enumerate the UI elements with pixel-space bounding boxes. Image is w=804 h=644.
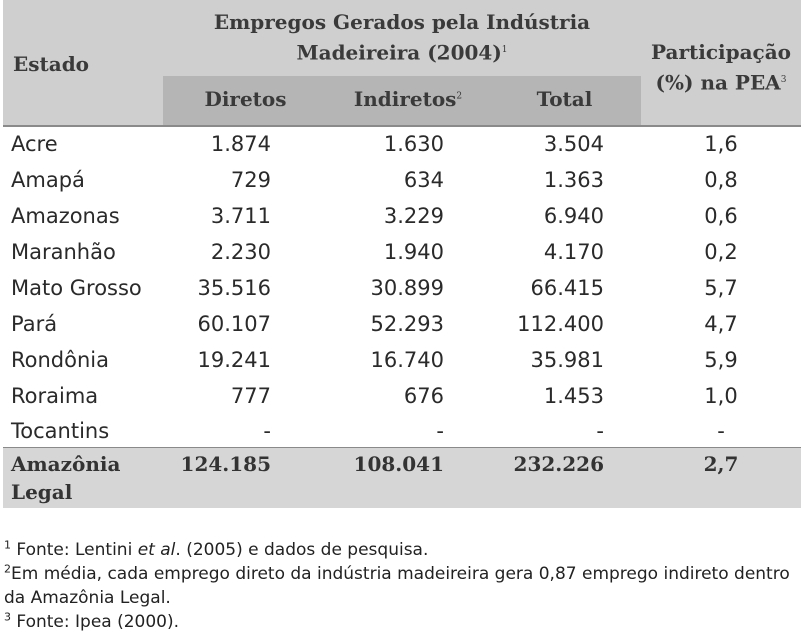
cell-pea: 0,6: [704, 204, 738, 228]
table-row: Mato Grosso 35.516 30.899 66.415 5,7: [3, 270, 801, 306]
cell-estado: Tocantins: [11, 419, 110, 443]
cell-pea: 5,9: [704, 348, 738, 372]
cell-pea: 0,8: [704, 168, 738, 192]
footnote-2: 2Em média, cada emprego direto da indúst…: [4, 562, 790, 608]
cell-estado: Amazonas: [11, 204, 120, 228]
cell-estado: Acre: [11, 132, 58, 156]
total-diretos: 124.185: [180, 452, 271, 476]
header-indiretos: Indiretos2: [353, 87, 463, 111]
cell-indiretos: 30.899: [370, 276, 444, 300]
cell-estado: Pará: [11, 312, 58, 336]
cell-pea: 1,6: [704, 132, 738, 156]
cell-estado: Roraima: [11, 384, 99, 408]
header-pea-line1: Participação: [650, 40, 792, 64]
footnote-3: 3 Fonte: Ipea (2000).: [4, 610, 180, 632]
header-diretos: Diretos: [204, 87, 287, 111]
cell-estado: Amapá: [11, 168, 85, 192]
cell-indiretos: 3.229: [383, 204, 444, 228]
table-row: Amazonas 3.711 3.229 6.940 0,6: [3, 198, 801, 234]
total-row: Amazônia Legal 124.185 108.041 232.226 2…: [3, 449, 801, 507]
total-pea: 2,7: [703, 452, 739, 476]
cell-pea: 5,7: [704, 276, 738, 300]
cell-indiretos: 16.740: [370, 348, 444, 372]
header-total: Total: [536, 87, 593, 111]
cell-indiretos: -: [436, 419, 444, 443]
cell-total: 3.504: [543, 132, 604, 156]
cell-total: 6.940: [543, 204, 604, 228]
total-indiretos: 108.041: [353, 452, 444, 476]
cell-diretos: 19.241: [197, 348, 271, 372]
cell-indiretos: 1.630: [383, 132, 444, 156]
cell-estado: Maranhão: [11, 240, 116, 264]
header-estado: Estado: [13, 52, 90, 76]
cell-diretos: 60.107: [197, 312, 271, 336]
cell-diretos: 777: [230, 384, 271, 408]
cell-total: 66.415: [530, 276, 604, 300]
cell-indiretos: 52.293: [370, 312, 444, 336]
jobs-table: Estado Empregos Gerados pela Indústria M…: [3, 0, 801, 508]
cell-diretos: 35.516: [197, 276, 271, 300]
cell-total: 4.170: [543, 240, 604, 264]
total-total: 232.226: [513, 452, 604, 476]
cell-pea: 4,7: [704, 312, 738, 336]
cell-indiretos: 1.940: [383, 240, 444, 264]
subheader-background: [163, 76, 641, 126]
cell-indiretos: 634: [403, 168, 444, 192]
footnotes: 1 Fonte: Lentini et al. (2005) e dados d…: [4, 538, 800, 634]
total-estado-line2: Legal: [11, 480, 73, 504]
total-row-background: [3, 448, 801, 508]
cell-diretos: 2.230: [210, 240, 271, 264]
header-group-line1: Empregos Gerados pela Indústria: [213, 10, 591, 34]
header-pea: Participação (%) na PEA3: [641, 38, 801, 97]
table-row: Amapá 729 634 1.363 0,8: [3, 162, 801, 198]
cell-diretos: -: [263, 419, 271, 443]
cell-indiretos: 676: [403, 384, 444, 408]
cell-diretos: 3.711: [210, 204, 271, 228]
cell-pea: 0,2: [704, 240, 738, 264]
table-row: Rondônia 19.241 16.740 35.981 5,9: [3, 342, 801, 378]
footnote-1: 1 Fonte: Lentini et al. (2005) e dados d…: [4, 538, 429, 560]
table-row: Maranhão 2.230 1.940 4.170 0,2: [3, 234, 801, 270]
cell-total: 35.981: [530, 348, 604, 372]
cell-total: 1.453: [543, 384, 604, 408]
total-estado-line1: Amazônia: [11, 452, 121, 476]
header-bottom-rule: [3, 125, 801, 127]
cell-diretos: 1.874: [210, 132, 271, 156]
table-row: Tocantins - - - -: [3, 413, 801, 449]
table-row: Acre 1.874 1.630 3.504 1,6: [3, 126, 801, 162]
header-group-line2: Madeireira (2004)1: [296, 40, 508, 65]
table-row: Roraima 777 676 1.453 1,0: [3, 378, 801, 414]
cell-total: 1.363: [543, 168, 604, 192]
table-row: Pará 60.107 52.293 112.400 4,7: [3, 306, 801, 342]
cell-pea: -: [717, 419, 725, 443]
cell-total: -: [596, 419, 604, 443]
cell-total: 112.400: [517, 312, 604, 336]
cell-estado: Rondônia: [11, 348, 109, 372]
cell-diretos: 729: [230, 168, 271, 192]
header-pea-line2: (%) na PEA3: [655, 70, 787, 95]
cell-estado: Mato Grosso: [11, 276, 142, 300]
cell-pea: 1,0: [704, 384, 738, 408]
header-group-title: Empregos Gerados pela Indústria Madeirei…: [163, 8, 641, 67]
total-estado: Amazônia Legal: [11, 450, 120, 506]
